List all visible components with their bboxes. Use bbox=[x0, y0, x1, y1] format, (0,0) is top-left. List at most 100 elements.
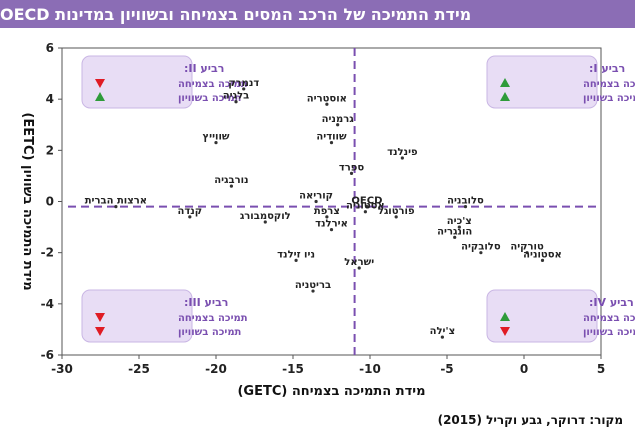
data-label: סלובקיה bbox=[461, 242, 501, 253]
y-tick-label: 0 bbox=[46, 195, 54, 209]
triangle-up-icon bbox=[500, 92, 510, 101]
quadrant-title-q4: רביע IV: bbox=[589, 296, 634, 309]
data-point bbox=[336, 123, 340, 127]
data-point bbox=[463, 205, 468, 209]
x-tick-label: -25 bbox=[128, 362, 150, 376]
x-tick-label: -5 bbox=[440, 362, 453, 376]
data-label: קנדה bbox=[177, 206, 202, 217]
data-point bbox=[234, 100, 238, 104]
triangle-up-icon bbox=[500, 312, 510, 321]
data-label: הונגריה bbox=[437, 226, 472, 237]
data-label: בריטניה bbox=[295, 280, 331, 291]
data-point bbox=[479, 251, 483, 255]
x-axis-label: מידת התמיכה בצמיחה (GETC) bbox=[237, 384, 425, 399]
data-point bbox=[400, 156, 404, 160]
quadrant-title-q3: רביע III: bbox=[184, 296, 228, 309]
data-point bbox=[242, 87, 246, 91]
x-tick-label: 0 bbox=[520, 362, 528, 376]
data-point bbox=[329, 141, 334, 145]
x-tick-label: 5 bbox=[597, 362, 605, 376]
x-tick-label: -15 bbox=[282, 362, 304, 376]
y-axis-label: מידת התמיכה בשוויון (EETC) bbox=[20, 112, 35, 290]
data-label: אוסטריה bbox=[307, 93, 347, 104]
x-tick-label: -30 bbox=[51, 362, 73, 376]
quadrant-box-q1 bbox=[486, 55, 598, 109]
data-label: OECD bbox=[351, 196, 382, 207]
chart-header: מידת התמיכה של הרכב המסים בצמיחה ובשוויו… bbox=[0, 0, 635, 28]
data-label: דנמרק bbox=[228, 78, 259, 89]
triangle-up-icon bbox=[500, 78, 510, 87]
data-point bbox=[365, 205, 369, 209]
quadrant-row-label-q4: תמיכה בצמיחה bbox=[583, 313, 635, 324]
data-point bbox=[114, 205, 118, 209]
data-label: ארצות הברית bbox=[85, 196, 147, 207]
data-point bbox=[453, 235, 457, 239]
triangle-down-icon bbox=[500, 327, 510, 336]
data-label: גרמניה bbox=[322, 114, 355, 125]
y-tick-label: 2 bbox=[46, 143, 54, 157]
data-point bbox=[325, 215, 329, 219]
y-tick-label: 6 bbox=[46, 41, 54, 55]
quadrant-row-label-q3: תמיכה בשוויון bbox=[178, 327, 241, 338]
data-label: בלגיה bbox=[223, 91, 249, 102]
quadrant-row-label-q2: תמיכה בצמיחה bbox=[178, 79, 248, 90]
quadrant-row-label-q3: תמיכה בצמיחה bbox=[178, 313, 248, 324]
data-label: ישראל bbox=[344, 257, 374, 268]
data-label: אירלנד bbox=[315, 219, 348, 230]
data-label: קוריאה bbox=[299, 191, 333, 202]
data-point bbox=[325, 102, 329, 106]
data-point bbox=[540, 258, 545, 262]
quadrant-row-label-q4: תמיכה בשוויון bbox=[583, 327, 635, 338]
data-label: נורבגיה bbox=[214, 175, 248, 186]
data-point bbox=[440, 335, 444, 339]
y-tick-label: 4 bbox=[46, 92, 54, 106]
triangle-up-icon bbox=[95, 92, 105, 101]
data-label: פינלנד bbox=[387, 147, 418, 158]
triangle-down-icon bbox=[95, 313, 105, 322]
quadrant-box-q2 bbox=[81, 55, 193, 109]
triangle-down-icon bbox=[95, 327, 105, 336]
data-label: אסטוניה bbox=[346, 201, 385, 212]
source-label: מקור: דרוקר, גבע וקריל bbox=[486, 413, 623, 427]
y-tick-label: -2 bbox=[41, 246, 54, 260]
quadrant-row-label-q1: תמיכה בצמיחה bbox=[583, 79, 635, 90]
data-point bbox=[394, 215, 398, 219]
data-point bbox=[363, 210, 367, 214]
data-point bbox=[349, 171, 354, 175]
triangle-down-icon bbox=[95, 79, 105, 88]
data-point bbox=[294, 258, 298, 262]
data-label: צרפת bbox=[314, 206, 340, 217]
quadrant-title-q2: רביע II: bbox=[184, 62, 224, 75]
data-label: פורטוגל bbox=[378, 206, 415, 217]
quadrant-box-q4 bbox=[486, 289, 598, 343]
x-tick-label: -20 bbox=[205, 362, 227, 376]
data-label: ניו זילנד bbox=[277, 249, 315, 260]
data-point bbox=[311, 289, 315, 293]
quadrant-row-label-q2: תמיכה בשוויון bbox=[178, 93, 241, 104]
source-year: (2015) bbox=[437, 413, 482, 427]
data-label: שווייץ bbox=[203, 132, 230, 143]
data-label: צ'ילה bbox=[430, 326, 455, 337]
data-point bbox=[357, 266, 361, 270]
quadrant-row-label-q1: תמיכה בשוויון bbox=[583, 93, 635, 104]
data-point bbox=[525, 251, 529, 255]
data-point bbox=[457, 225, 461, 229]
data-label: שוודיה bbox=[316, 132, 347, 143]
data-label: צ'כיה bbox=[447, 216, 472, 227]
y-tick-label: -6 bbox=[41, 348, 54, 362]
source-note: מקור: דרוקר, גבע וקריל (2015) bbox=[438, 413, 623, 427]
data-point bbox=[329, 228, 334, 232]
data-point bbox=[263, 220, 267, 224]
data-label: סלובניה bbox=[447, 196, 484, 207]
data-point bbox=[214, 141, 218, 145]
data-label: ספרד bbox=[339, 162, 364, 173]
quadrant-title-q1: רביע I: bbox=[589, 62, 625, 75]
data-label: אסטוניה bbox=[523, 249, 562, 260]
data-label: טורקיה bbox=[510, 242, 544, 253]
y-tick-label: -4 bbox=[41, 297, 54, 311]
chart-title: מידת התמיכה של הרכב המסים בצמיחה ובשוויו… bbox=[0, 4, 472, 24]
x-tick-label: -10 bbox=[359, 362, 381, 376]
data-point bbox=[314, 199, 318, 204]
quadrant-box-q3 bbox=[81, 289, 193, 343]
